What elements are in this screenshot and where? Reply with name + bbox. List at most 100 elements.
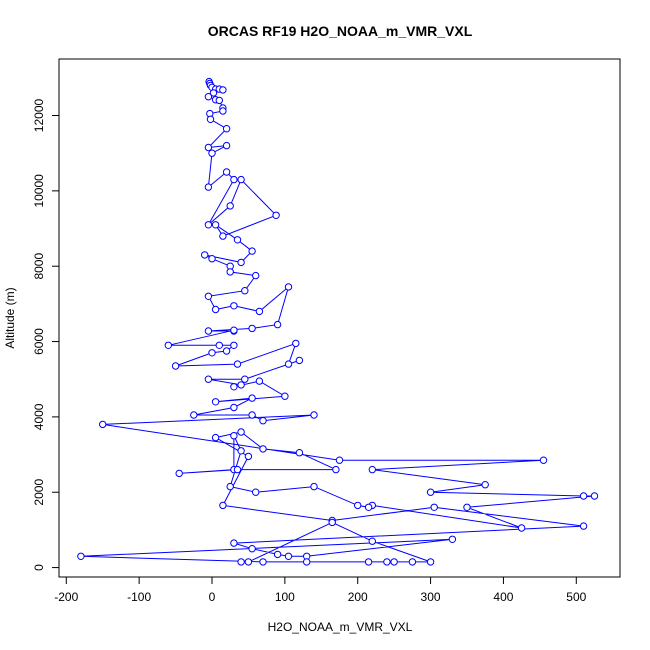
y-tick-label: 6000	[32, 328, 46, 355]
y-tick-label: 0	[32, 564, 46, 571]
y-tick-label: 10000	[32, 174, 46, 208]
data-point	[255, 377, 264, 385]
data-point	[226, 482, 234, 491]
data-point	[233, 236, 242, 244]
data-point	[368, 537, 376, 545]
x-tick-label: -200	[54, 590, 78, 604]
data-point	[237, 175, 245, 184]
data-point	[222, 141, 231, 150]
data-point	[204, 292, 213, 300]
data-point	[252, 271, 260, 280]
data-point	[426, 488, 435, 496]
data-point	[259, 445, 267, 453]
data-point	[539, 456, 548, 464]
data-point	[230, 175, 238, 184]
data-point	[383, 558, 391, 566]
x-tick-label: 0	[209, 590, 216, 604]
data-point	[230, 539, 238, 547]
data-point	[310, 411, 318, 419]
data-point	[237, 558, 245, 566]
series-line	[80, 81, 595, 563]
data-point	[215, 341, 224, 349]
x-axis: -200 -100 0 100 200 300 400 500	[54, 576, 587, 604]
data-point	[215, 96, 224, 105]
data-point	[230, 383, 238, 391]
data-point	[310, 482, 318, 491]
data-point	[408, 558, 417, 566]
data-point	[590, 492, 599, 500]
data-point	[222, 347, 231, 355]
data-point	[222, 168, 231, 176]
data-point	[303, 558, 311, 566]
data-point	[463, 503, 471, 511]
data-point	[248, 247, 256, 255]
x-tick-label: -100	[127, 590, 151, 604]
data-point	[211, 305, 220, 314]
data-point	[579, 522, 588, 530]
y-tick-label: 12000	[32, 99, 46, 133]
data-point	[222, 125, 231, 133]
data-point	[244, 452, 253, 461]
x-axis-label: H2O_NOAA_m_VMR_VXL	[268, 620, 413, 634]
data-point	[248, 411, 256, 419]
data-point	[211, 221, 220, 229]
data-point	[226, 202, 234, 210]
data-point	[368, 465, 376, 474]
data-point	[204, 327, 213, 335]
data-point	[208, 255, 216, 263]
y-tick-label: 2000	[32, 479, 46, 506]
data-point	[292, 339, 300, 348]
data-point	[171, 362, 180, 370]
data-point	[230, 403, 238, 412]
data-point	[204, 183, 213, 191]
y-tick-label: 4000	[32, 403, 46, 430]
data-point	[517, 524, 526, 532]
data-point	[204, 221, 213, 229]
data-point	[481, 481, 489, 489]
data-point	[252, 488, 260, 496]
data-point	[230, 341, 238, 349]
data-point	[241, 375, 249, 383]
data-point	[204, 93, 213, 101]
data-point	[390, 558, 398, 566]
data-point	[244, 558, 253, 566]
data-point	[209, 89, 218, 97]
data-point	[272, 211, 280, 220]
data-point	[230, 432, 238, 440]
data-point	[204, 143, 213, 152]
data-point	[284, 283, 293, 291]
data-point	[99, 420, 107, 429]
data-point	[259, 417, 267, 425]
data-point	[237, 428, 245, 436]
plot-frame	[58, 58, 621, 578]
data-point	[233, 465, 242, 474]
data-point	[226, 268, 234, 276]
x-tick-label: 200	[348, 590, 368, 604]
data-point	[295, 356, 304, 365]
data-point	[219, 86, 227, 94]
data-point	[219, 232, 227, 240]
data-point	[295, 449, 304, 457]
data-point	[335, 456, 344, 464]
data-point	[175, 469, 183, 478]
data-point	[201, 251, 209, 259]
x-tick-label: 500	[566, 590, 586, 604]
data-point	[284, 552, 293, 560]
data-point	[284, 360, 293, 368]
data-point	[354, 501, 362, 510]
data-point	[430, 503, 438, 511]
data-point	[248, 394, 256, 402]
data-point	[230, 326, 238, 334]
data-point	[233, 360, 242, 368]
chart-title: ORCAS RF19 H2O_NOAA_m_VMR_VXL	[208, 23, 473, 39]
data-point	[248, 324, 256, 333]
data-point	[241, 287, 249, 295]
y-tick-label: 8000	[32, 253, 46, 280]
data-point	[281, 392, 289, 400]
x-tick-label: 400	[493, 590, 513, 604]
data-point	[237, 258, 245, 267]
series-points	[77, 77, 599, 566]
data-point	[579, 492, 588, 500]
data-point	[208, 349, 216, 357]
